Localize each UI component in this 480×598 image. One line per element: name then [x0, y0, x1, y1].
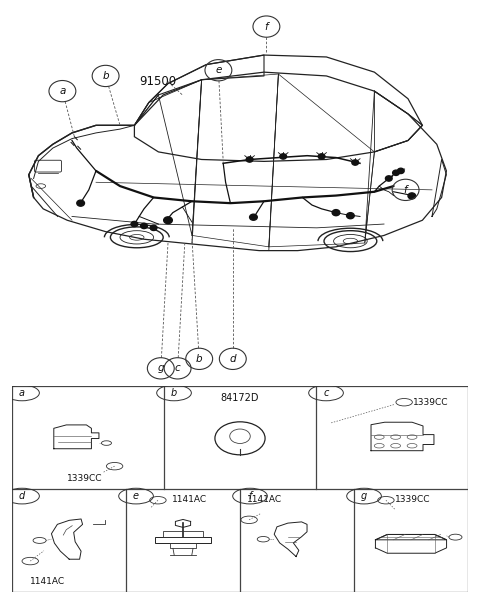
Text: b: b — [196, 354, 203, 364]
Text: a: a — [59, 86, 66, 96]
Text: 1339CC: 1339CC — [67, 474, 103, 483]
Circle shape — [250, 214, 257, 220]
Circle shape — [131, 221, 138, 227]
Text: d: d — [229, 354, 236, 364]
Circle shape — [385, 176, 392, 181]
Text: 1141AC: 1141AC — [30, 577, 65, 586]
Text: g: g — [361, 491, 367, 501]
Circle shape — [141, 223, 147, 228]
Circle shape — [352, 160, 359, 165]
Text: b: b — [102, 71, 109, 81]
Text: e: e — [215, 65, 222, 75]
Text: b: b — [171, 388, 177, 398]
Circle shape — [280, 154, 287, 159]
Circle shape — [408, 193, 416, 199]
Circle shape — [318, 154, 325, 159]
Text: c: c — [324, 388, 329, 398]
Text: 84172D: 84172D — [221, 393, 259, 403]
Text: 1339CC: 1339CC — [395, 495, 431, 504]
Circle shape — [393, 170, 399, 175]
Text: g: g — [157, 364, 164, 373]
Text: f: f — [264, 22, 268, 32]
Circle shape — [347, 213, 354, 219]
Text: 1141AC: 1141AC — [172, 495, 207, 504]
Bar — [156, 537, 211, 543]
Text: e: e — [133, 491, 139, 501]
Circle shape — [246, 157, 253, 162]
Text: f: f — [248, 491, 252, 501]
Bar — [163, 532, 203, 537]
Text: c: c — [175, 364, 180, 373]
Text: f: f — [404, 185, 408, 195]
Circle shape — [164, 217, 172, 224]
Circle shape — [397, 168, 404, 173]
Text: 1141AC: 1141AC — [247, 495, 282, 504]
Circle shape — [332, 210, 340, 216]
Text: d: d — [19, 491, 25, 501]
Circle shape — [150, 225, 157, 230]
Text: 1339CC: 1339CC — [413, 398, 449, 407]
Text: 91500: 91500 — [139, 75, 176, 88]
Text: a: a — [19, 388, 25, 398]
Circle shape — [77, 200, 84, 206]
